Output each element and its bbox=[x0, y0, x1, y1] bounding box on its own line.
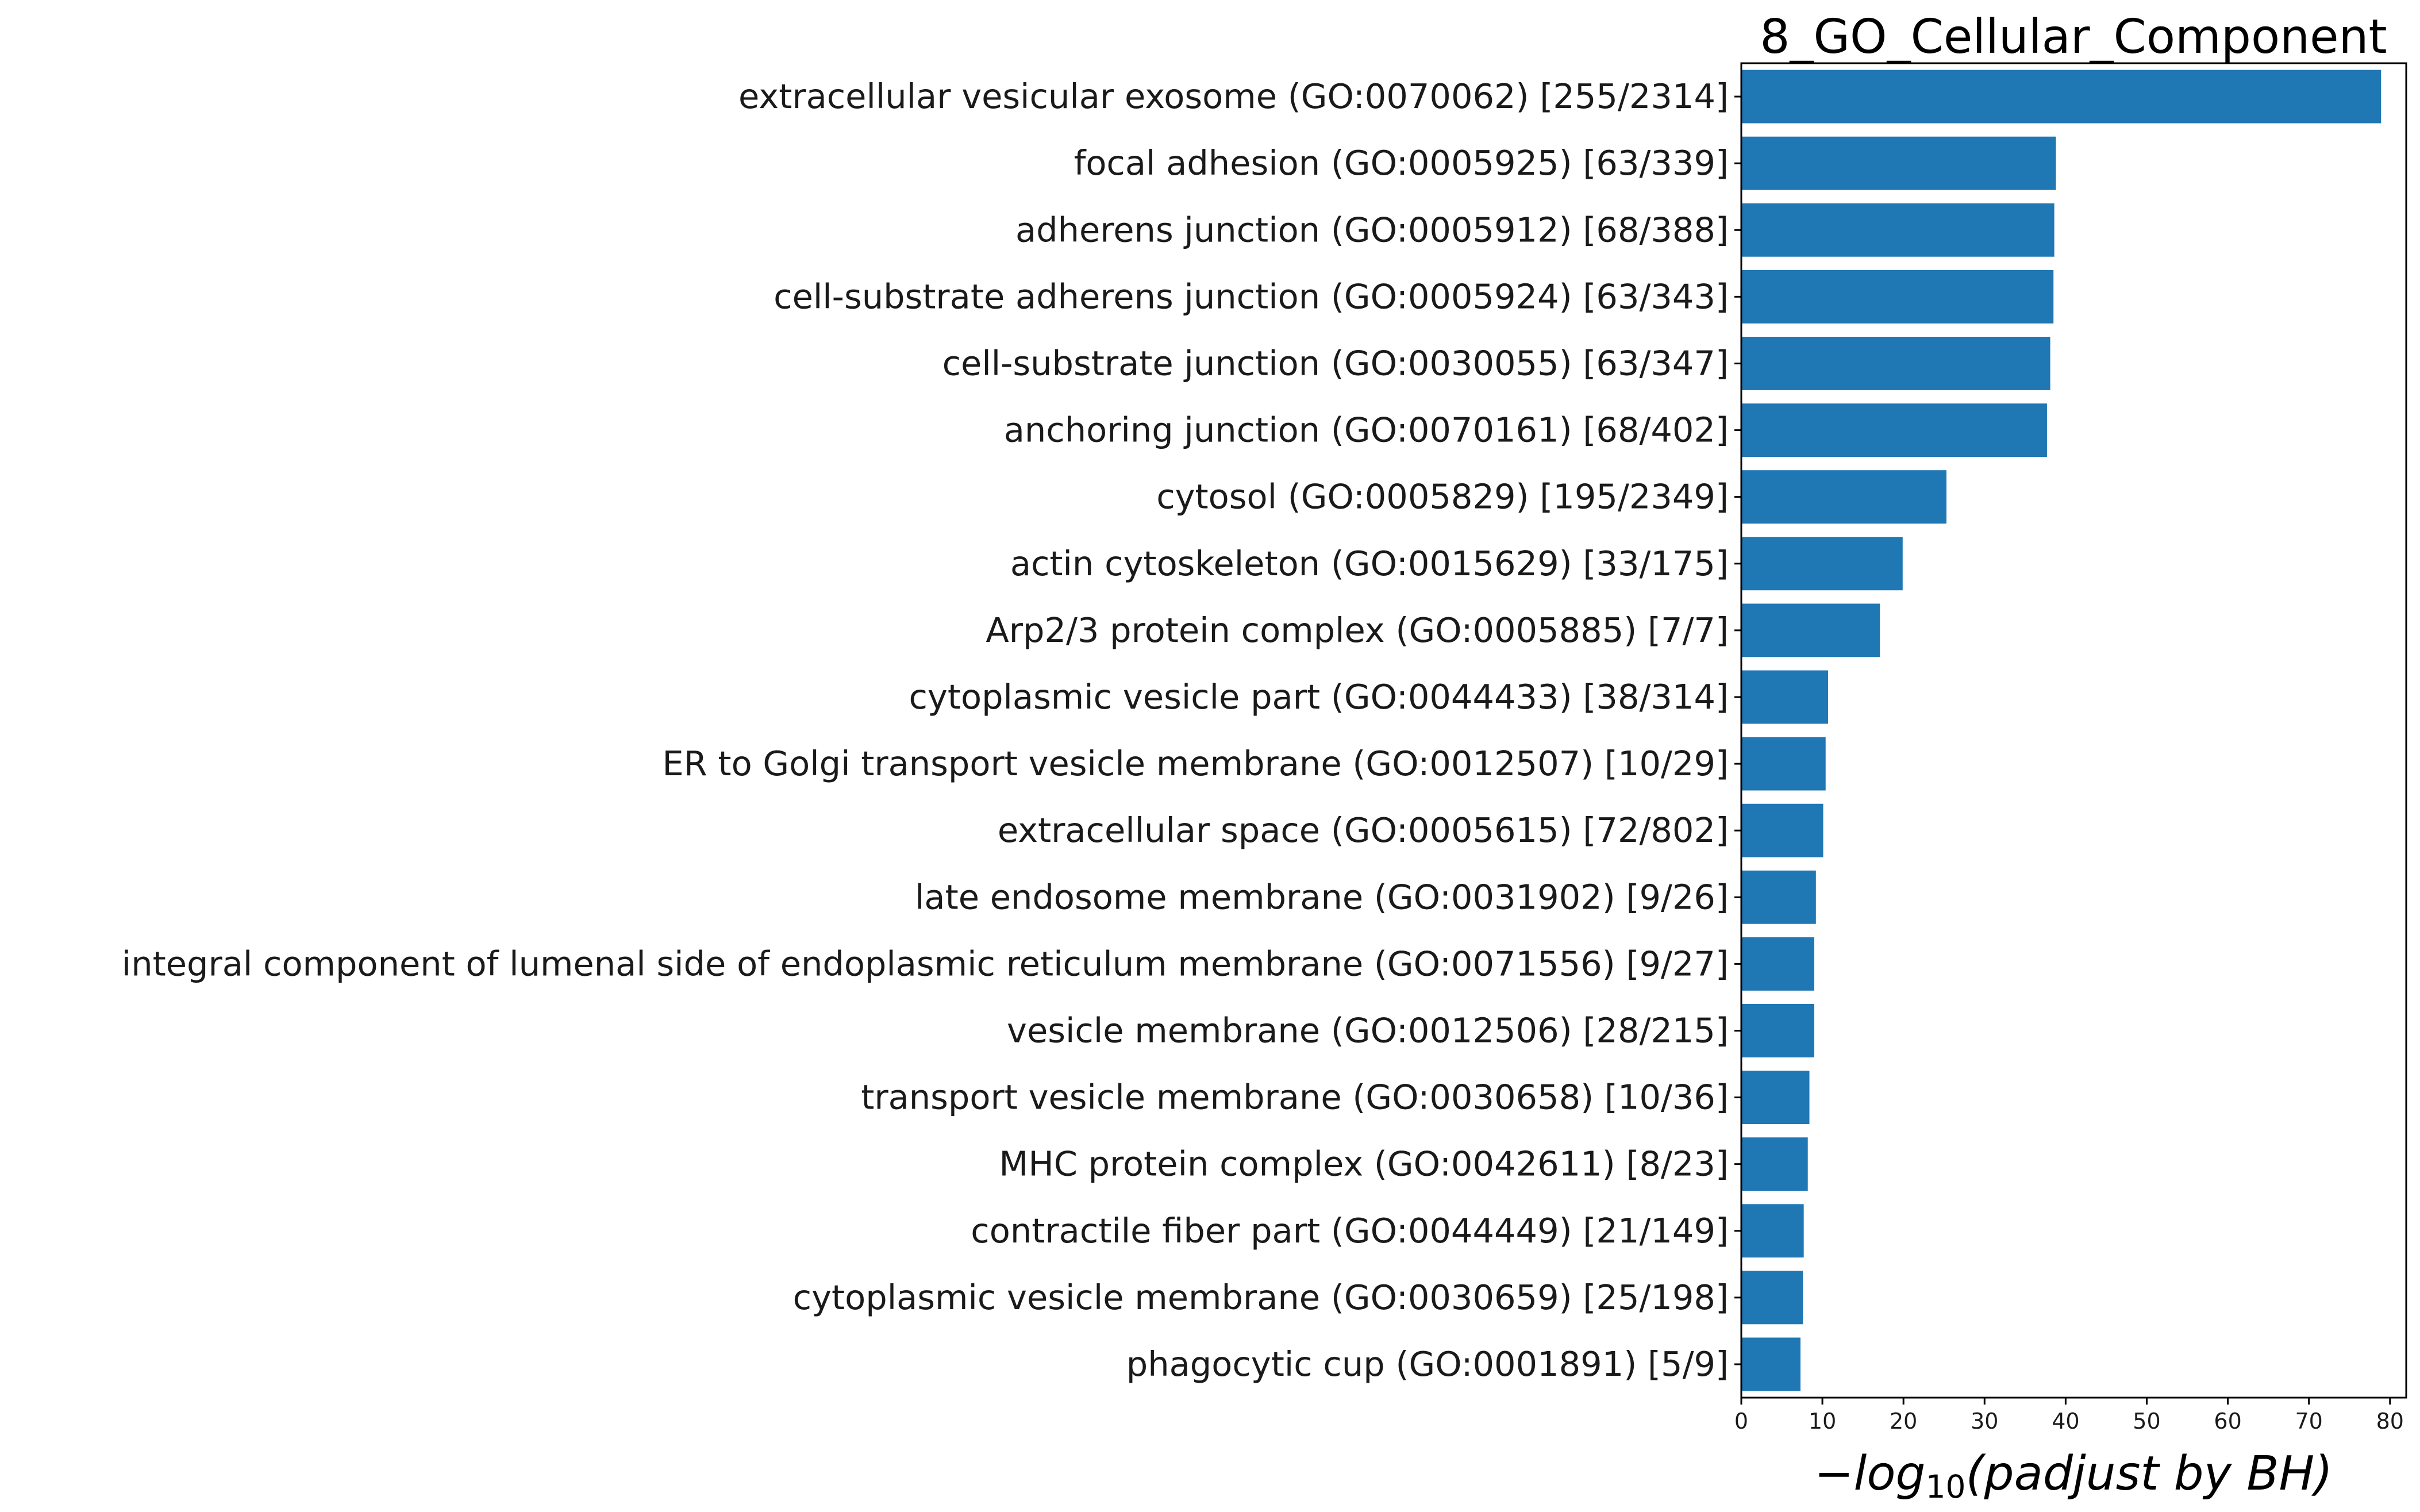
x-tick-label: 60 bbox=[2214, 1409, 2241, 1434]
bar-18 bbox=[1741, 1204, 1804, 1258]
category-label-5: cell-substrate junction (GO:0030055) [63… bbox=[942, 343, 1729, 383]
category-label-17: MHC protein complex (GO:0042611) [8/23] bbox=[999, 1144, 1729, 1184]
bar-2 bbox=[1741, 136, 2056, 190]
bar-4 bbox=[1741, 270, 2054, 324]
x-tick-label: 50 bbox=[2133, 1409, 2160, 1434]
bar-5 bbox=[1741, 337, 2050, 390]
bar-15 bbox=[1741, 1004, 1814, 1057]
category-label-16: transport vesicle membrane (GO:0030658) … bbox=[861, 1078, 1729, 1117]
bar-16 bbox=[1741, 1071, 1810, 1124]
category-label-3: adherens junction (GO:0005912) [68/388] bbox=[1015, 210, 1729, 249]
x-tick-label: 10 bbox=[1809, 1409, 1836, 1434]
category-label-2: focal adhesion (GO:0005925) [63/339] bbox=[1074, 143, 1729, 183]
category-label-4: cell-substrate adherens junction (GO:000… bbox=[774, 276, 1729, 316]
bar-19 bbox=[1741, 1271, 1803, 1325]
category-label-13: late endosome membrane (GO:0031902) [9/2… bbox=[915, 877, 1729, 917]
bar-7 bbox=[1741, 470, 1946, 524]
category-label-6: anchoring junction (GO:0070161) [68/402] bbox=[1004, 410, 1729, 450]
category-labels: extracellular vesicular exosome (GO:0070… bbox=[122, 76, 1729, 1384]
bar-1 bbox=[1741, 70, 2381, 124]
category-label-20: phagocytic cup (GO:0001891) [5/9] bbox=[1126, 1344, 1729, 1384]
category-label-11: ER to Golgi transport vesicle membrane (… bbox=[662, 744, 1729, 783]
bar-20 bbox=[1741, 1337, 1801, 1391]
category-label-1: extracellular vesicular exosome (GO:0070… bbox=[738, 76, 1729, 116]
bar-12 bbox=[1741, 803, 1823, 857]
x-tick-label: 80 bbox=[2376, 1409, 2404, 1434]
bar-8 bbox=[1741, 537, 1903, 591]
category-label-10: cytoplasmic vesicle part (GO:0044433) [3… bbox=[909, 677, 1729, 717]
category-label-19: cytoplasmic vesicle membrane (GO:0030659… bbox=[793, 1278, 1729, 1317]
x-tick-label: 70 bbox=[2295, 1409, 2323, 1434]
bar-10 bbox=[1741, 670, 1828, 724]
x-axis-label: −log10(padjust by BH) bbox=[1814, 1446, 2333, 1505]
category-label-14: integral component of lumenal side of en… bbox=[122, 944, 1729, 983]
x-tick-label: 30 bbox=[1971, 1409, 1998, 1434]
category-label-18: contractile fiber part (GO:0044449) [21/… bbox=[971, 1211, 1729, 1251]
bar-17 bbox=[1741, 1137, 1808, 1191]
bar-9 bbox=[1741, 603, 1880, 657]
bar-11 bbox=[1741, 737, 1826, 791]
bar-14 bbox=[1741, 937, 1814, 991]
x-tick-label: 0 bbox=[1734, 1409, 1748, 1434]
category-label-9: Arp2/3 protein complex (GO:0005885) [7/7… bbox=[986, 610, 1729, 650]
x-tick-label: 20 bbox=[1890, 1409, 1917, 1434]
category-label-15: vesicle membrane (GO:0012506) [28/215] bbox=[1007, 1010, 1729, 1050]
bar-13 bbox=[1741, 870, 1816, 924]
plot-frame bbox=[1740, 62, 2407, 1399]
chart-title: 8_GO_Cellular_Component bbox=[1760, 10, 2387, 64]
bar-3 bbox=[1741, 203, 2055, 257]
x-tick-label: 40 bbox=[2052, 1409, 2079, 1434]
category-label-8: actin cytoskeleton (GO:0015629) [33/175] bbox=[1010, 544, 1729, 583]
category-label-7: cytosol (GO:0005829) [195/2349] bbox=[1156, 477, 1729, 517]
bar-6 bbox=[1741, 403, 2047, 457]
bars-layer bbox=[1741, 70, 2381, 1391]
category-label-12: extracellular space (GO:0005615) [72/802… bbox=[998, 810, 1729, 850]
axes: 0 10 20 30 40 50 60 70 80 bbox=[1734, 62, 2407, 1434]
